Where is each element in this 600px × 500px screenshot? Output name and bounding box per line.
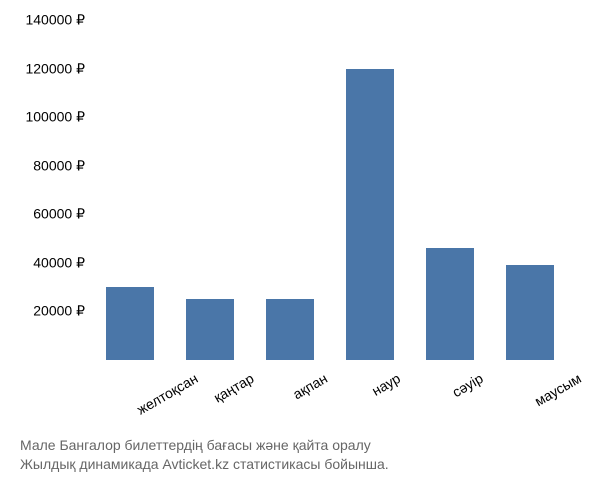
y-tick-label: 80000 ₽ <box>20 157 85 174</box>
bar <box>346 69 394 360</box>
bar <box>506 265 554 360</box>
x-tick-label: ақпан <box>290 370 330 402</box>
x-tick-label: сәуір <box>449 370 485 400</box>
x-tick-label: наур <box>369 370 403 399</box>
y-tick-label: 20000 ₽ <box>20 303 85 320</box>
x-axis: желтоқсанқаңтарақпаннаурсәуірмаусым <box>90 365 570 425</box>
bar <box>106 287 154 360</box>
bar <box>266 299 314 360</box>
y-tick-label: 140000 ₽ <box>20 12 85 29</box>
y-axis: 20000 ₽ 40000 ₽ 60000 ₽ 80000 ₽ 100000 ₽ 1200… <box>20 20 85 360</box>
bar <box>426 248 474 360</box>
caption-line-2: Жылдық динамикада Avticket.kz статистика… <box>20 455 580 475</box>
caption-line-1: Мале Бангалор билеттердің бағасы және қа… <box>20 436 580 456</box>
x-tick-label: желтоқсан <box>134 370 200 418</box>
bars-group <box>90 20 570 360</box>
y-tick-label: 120000 ₽ <box>20 60 85 77</box>
x-tick-label: маусым <box>532 370 584 409</box>
x-tick-label: қаңтар <box>211 370 257 406</box>
y-tick-label: 100000 ₽ <box>20 109 85 126</box>
plot-area <box>90 20 570 360</box>
y-tick-label: 60000 ₽ <box>20 206 85 223</box>
bar <box>186 299 234 360</box>
chart-caption: Мале Бангалор билеттердің бағасы және қа… <box>20 436 580 475</box>
y-tick-label: 40000 ₽ <box>20 254 85 271</box>
chart-container: 20000 ₽40000 ₽60000 ₽80000 ₽100000 ₽1200… <box>90 20 570 360</box>
